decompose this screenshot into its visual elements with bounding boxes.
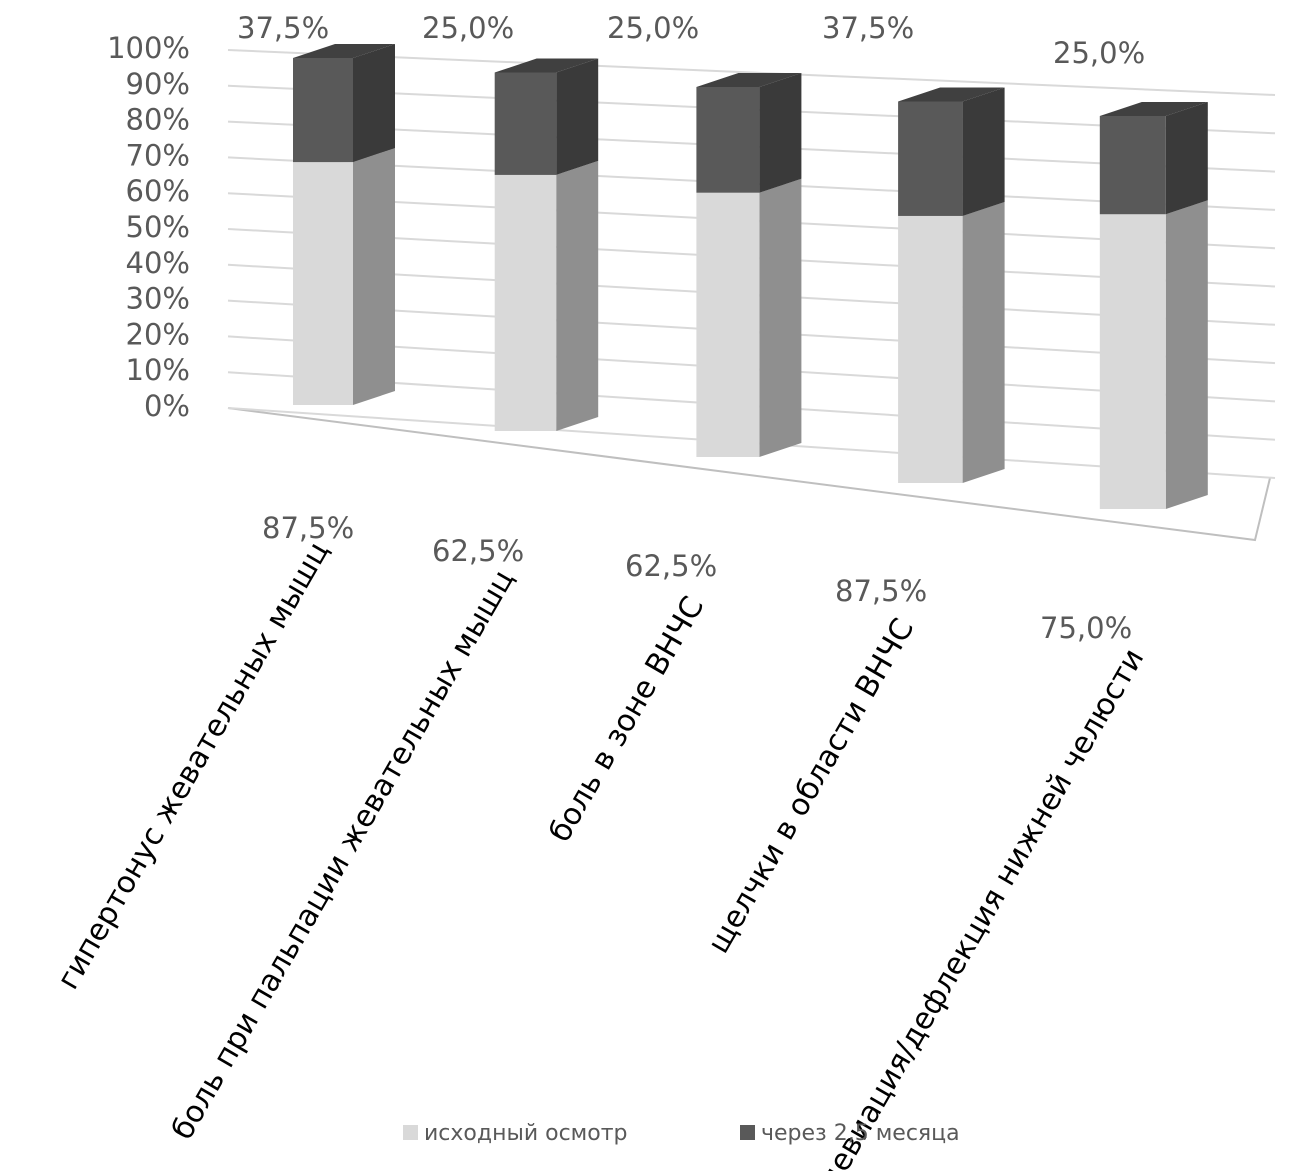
bar (696, 87, 760, 193)
x-tick-label: щелчки в области ВНЧС (701, 613, 921, 960)
bar (293, 58, 353, 163)
bar (1099, 116, 1166, 215)
bar (494, 174, 557, 431)
bar-side (962, 87, 1005, 216)
y-tick-label: 90% (126, 67, 190, 101)
y-tick-label: 10% (126, 353, 190, 387)
bar (293, 162, 353, 405)
bar-side (1165, 200, 1208, 509)
bar-side (353, 44, 395, 163)
bar-side (759, 178, 802, 457)
data-label: 37,5% (822, 11, 914, 45)
y-tick-label: 70% (126, 138, 190, 172)
data-label: 62,5% (432, 534, 524, 568)
data-label: 37,5% (237, 11, 329, 45)
bar-side (556, 58, 599, 175)
legend-label: исходный осмотр (424, 1121, 628, 1146)
y-tick-label: 40% (126, 246, 190, 280)
bar-side (1165, 102, 1208, 215)
x-tick-label: боль при пальпации жевательных мышц (165, 564, 521, 1146)
y-tick-label: 100% (107, 31, 190, 65)
data-label: 25,0% (607, 11, 699, 45)
y-tick-label: 50% (126, 210, 190, 244)
data-label: 25,0% (422, 11, 514, 45)
bar-side (353, 148, 395, 405)
y-tick-label: 20% (126, 317, 190, 351)
bar-top (293, 44, 395, 58)
y-tick-label: 80% (126, 103, 190, 137)
legend-label: через 2,5 месяца (761, 1121, 960, 1146)
bar-side (556, 160, 599, 431)
bar-top (494, 58, 599, 73)
bar (898, 101, 963, 216)
bar (898, 215, 963, 483)
bar (696, 192, 760, 457)
data-label: 87,5% (262, 511, 354, 545)
data-label: 87,5% (835, 574, 927, 608)
grid-line (227, 49, 1276, 96)
bar (1099, 214, 1166, 509)
x-tick-label: боль в зоне ВНЧС (542, 591, 711, 848)
y-tick-label: 0% (144, 389, 190, 423)
bar-top (696, 73, 802, 87)
bar-top (898, 87, 1005, 102)
legend-swatch (740, 1125, 755, 1140)
floor (227, 407, 1271, 542)
data-label: 62,5% (625, 549, 717, 583)
y-tick-label: 60% (126, 174, 190, 208)
data-label: 25,0% (1053, 36, 1145, 70)
bar-top (1099, 102, 1208, 116)
legend-swatch (403, 1125, 418, 1140)
y-tick-label: 30% (126, 282, 190, 316)
bar-side (759, 73, 802, 193)
bar-side (962, 201, 1005, 483)
bar (494, 72, 557, 175)
data-label: 75,0% (1040, 611, 1132, 645)
